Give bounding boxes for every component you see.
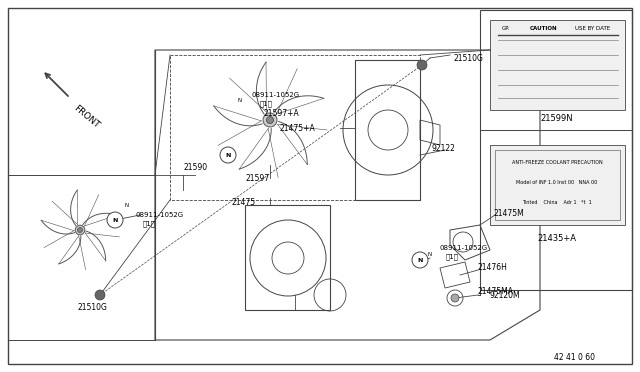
Text: N: N (125, 202, 129, 208)
Text: N: N (417, 257, 422, 263)
Circle shape (266, 116, 273, 124)
Text: （1）: （1） (143, 221, 156, 227)
Circle shape (451, 294, 459, 302)
Text: 21475M: 21475M (493, 208, 524, 218)
Circle shape (76, 225, 85, 235)
Text: N: N (225, 153, 230, 157)
Circle shape (107, 212, 123, 228)
Text: 21476H: 21476H (478, 263, 508, 273)
Text: 92122: 92122 (432, 144, 456, 153)
Text: 08911-1052G: 08911-1052G (440, 245, 488, 251)
Polygon shape (490, 145, 625, 225)
Text: 21597: 21597 (245, 173, 269, 183)
Text: Model of INF 1.0 Inst 00   NNA 00: Model of INF 1.0 Inst 00 NNA 00 (516, 180, 598, 185)
Text: 21510G: 21510G (453, 54, 483, 62)
Text: N: N (112, 218, 118, 222)
Text: CAUTION: CAUTION (530, 26, 557, 31)
Text: 42 41 0 60: 42 41 0 60 (554, 353, 595, 362)
Text: ANTI-FREEZE COOLANT PRECAUTION: ANTI-FREEZE COOLANT PRECAUTION (511, 160, 602, 164)
Text: 21475+A: 21475+A (279, 124, 315, 132)
Text: （1）: （1） (260, 101, 273, 107)
Text: 21599N: 21599N (541, 113, 573, 122)
Text: 21597+A: 21597+A (263, 109, 299, 118)
Circle shape (412, 252, 428, 268)
Text: 21435+A: 21435+A (538, 234, 577, 243)
Circle shape (263, 113, 277, 127)
Text: N: N (428, 253, 432, 257)
Text: 08911-1052G: 08911-1052G (252, 92, 300, 98)
Text: （1）: （1） (446, 254, 459, 260)
Text: Tinted    China    Adr 1   *t  1: Tinted China Adr 1 *t 1 (522, 199, 592, 205)
Circle shape (220, 147, 236, 163)
Text: 21475: 21475 (232, 198, 256, 206)
Polygon shape (490, 20, 625, 110)
Text: N: N (238, 97, 242, 103)
Circle shape (417, 60, 427, 70)
Text: 21475MA: 21475MA (478, 288, 514, 296)
Text: FRONT: FRONT (72, 104, 101, 131)
Circle shape (77, 228, 83, 232)
Text: 08911-1052G: 08911-1052G (135, 212, 183, 218)
Text: GP.: GP. (502, 26, 510, 31)
Text: 92120M: 92120M (490, 291, 520, 299)
Text: 21590: 21590 (183, 163, 207, 171)
Text: 21510G: 21510G (77, 304, 107, 312)
Text: USE BY DATE: USE BY DATE (575, 26, 610, 31)
Circle shape (95, 290, 105, 300)
